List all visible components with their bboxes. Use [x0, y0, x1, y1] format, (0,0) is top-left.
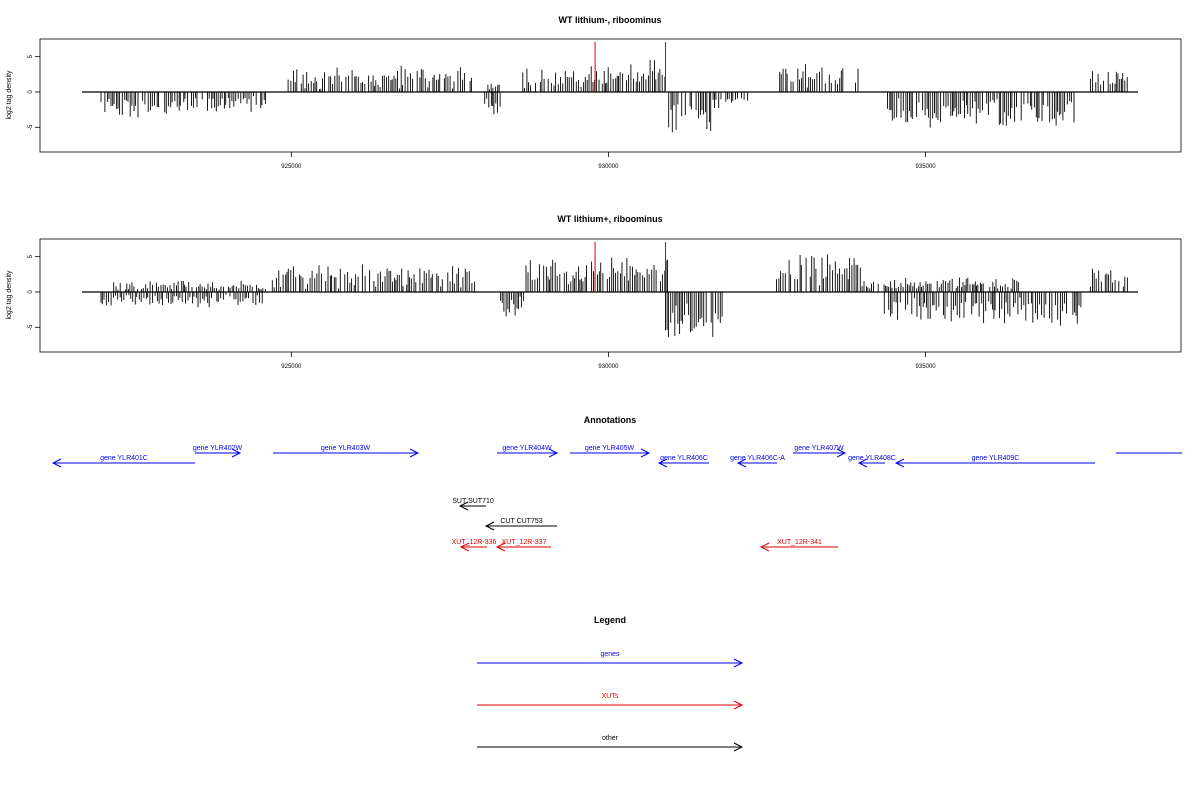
feature-arrow: gene YLR408C [848, 455, 896, 468]
legend-label: genes [600, 651, 620, 658]
feature-arrow: gene YLR406C [657, 455, 709, 468]
y-axis-label: log2 tag density [6, 70, 13, 120]
x-tick-label: 935000 [916, 364, 937, 370]
annotations-title: Annotations [584, 415, 637, 425]
arrow-head [548, 448, 559, 458]
feature-label: gene YLR406C [660, 455, 708, 462]
feature-label: XUT_12R-337 [502, 539, 547, 546]
feature-arrow: CUT CUT753 [484, 518, 557, 531]
feature-arrow: XUT_12R-336 [452, 539, 497, 552]
signal-bars [100, 60, 1128, 133]
plot-frame [39, 238, 1182, 353]
legend-item: other [477, 735, 744, 752]
feature-arrow: gene YLR402W [193, 445, 243, 458]
plot-frame [39, 38, 1182, 153]
arrow-head [51, 458, 62, 468]
arrow-head [458, 501, 469, 511]
feature-label: XUT_12R-336 [452, 539, 497, 546]
x-tick-label: 925000 [281, 164, 302, 170]
arrow-head [736, 458, 747, 468]
feature-label: gene YLR403W [321, 445, 371, 452]
arrow-head [857, 458, 868, 468]
feature-label: gene YLR409C [972, 455, 1020, 462]
annotation-tracks: gene YLR401C gene YLR402W gene YLR403W gene… [51, 445, 1182, 552]
signal-bars [100, 254, 1128, 338]
legend: Legend genes XUTs other [477, 615, 744, 752]
panel-title: WT lithium+, riboominus [557, 214, 662, 224]
feature-arrow: XUT_12R-341 [759, 539, 838, 552]
feature-label: SUT SUT710 [452, 498, 494, 505]
feature-label: XUT_12R-341 [777, 539, 822, 546]
legend-items: genes XUTs other [477, 651, 744, 752]
feature-arrow: gene YLR401C [51, 455, 195, 468]
axes: -5 0 5 925000 930000 935000 [28, 38, 1182, 170]
legend-item: genes [477, 651, 744, 668]
feature-arrow: gene YLR404W [497, 445, 559, 458]
x-tick-label: 930000 [598, 164, 619, 170]
y-axis-label: log2 tag density [6, 270, 13, 320]
feature-arrow: gene YLR405W [570, 445, 651, 458]
panel-title: WT lithium-, riboominus [559, 15, 662, 25]
arrow-head [733, 700, 744, 710]
feature-label: gene YLR408C [848, 455, 896, 462]
x-tick-label: 930000 [598, 364, 619, 370]
arrow-head [836, 448, 847, 458]
legend-title: Legend [594, 615, 626, 625]
feature-arrow: gene YLR407W [793, 445, 847, 458]
axes: -5 0 5 925000 930000 935000 [28, 238, 1182, 370]
track-panel-lithium-minus: WT lithium-, riboominus log2 tag density… [6, 15, 1182, 170]
legend-item: XUTs [477, 693, 744, 710]
feature-arrow: gene YLR409C [894, 455, 1095, 468]
arrow-head [733, 742, 744, 752]
arrow-head [733, 658, 744, 668]
legend-label: other [602, 735, 619, 742]
arrow-head [495, 542, 506, 552]
x-tick-label: 935000 [916, 164, 937, 170]
feature-label: gene YLR401C [100, 455, 148, 462]
y-tick-label: -5 [28, 124, 34, 130]
arrow-head [459, 542, 470, 552]
y-tick-label: 0 [28, 90, 34, 94]
feature-arrow: gene YLR406C-A [730, 455, 785, 468]
arrow-head [657, 458, 668, 468]
arrow-head [231, 448, 242, 458]
feature-label: gene YLR402W [193, 445, 243, 452]
arrow-head [759, 542, 770, 552]
feature-label: gene YLR405W [585, 445, 635, 452]
track-panel-lithium-plus: WT lithium+, riboominus log2 tag density… [6, 214, 1182, 370]
y-tick-label: 0 [28, 290, 34, 294]
arrow-head [409, 448, 420, 458]
feature-label: gene YLR404W [502, 445, 552, 452]
feature-label: CUT CUT753 [500, 518, 542, 525]
arrow-head [640, 448, 651, 458]
y-tick-label: 5 [28, 54, 34, 58]
arrow-head [894, 458, 905, 468]
feature-arrow: gene YLR403W [273, 445, 420, 458]
arrow-head [484, 521, 495, 531]
y-tick-label: 5 [28, 254, 34, 258]
feature-arrow: XUT_12R-337 [495, 539, 551, 552]
y-tick-label: -5 [28, 324, 34, 330]
feature-arrow: SUT SUT710 [452, 498, 494, 511]
x-tick-label: 925000 [281, 364, 302, 370]
legend-label: XUTs [602, 693, 619, 700]
feature-label: gene YLR406C-A [730, 455, 785, 462]
feature-label: gene YLR407W [794, 445, 844, 452]
